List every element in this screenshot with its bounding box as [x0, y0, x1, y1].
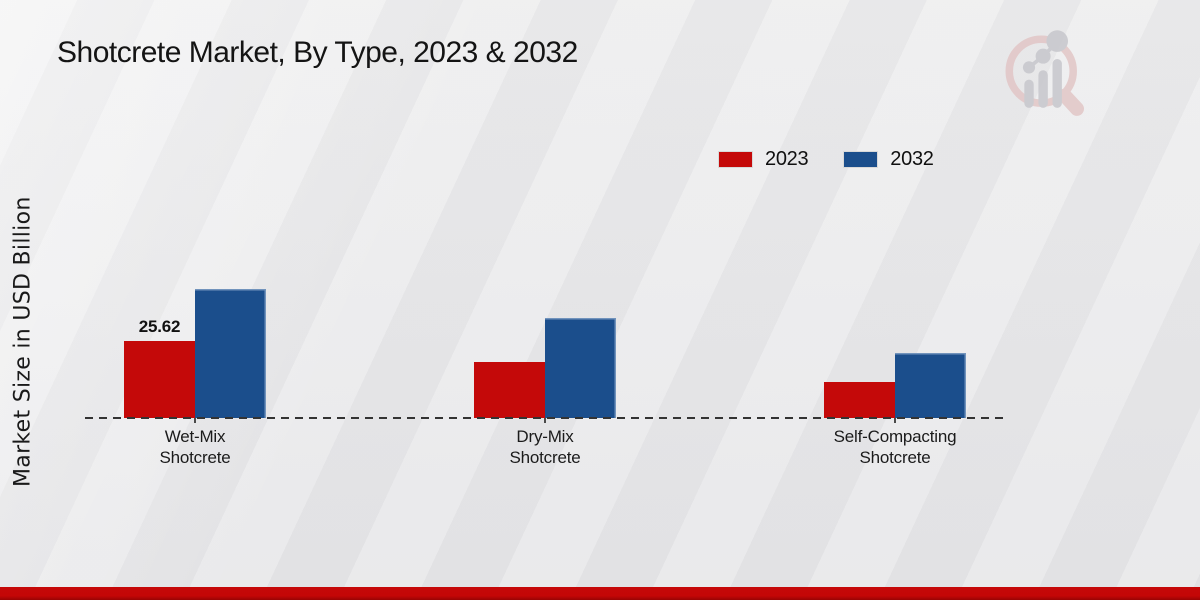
legend-label-2023: 2023: [765, 148, 809, 170]
legend-swatch-2023: [719, 152, 752, 167]
legend-item-2023: 2023: [719, 148, 809, 171]
bar-2023-dry-mix-shotcrete: [474, 362, 545, 418]
legend-swatch-2032: [844, 152, 878, 167]
value-label-2023-wet-mix-shotcrete: 25.62: [138, 317, 181, 336]
category-label-wet-mix-shotcrete: Wet-Mix Shotcrete: [159, 427, 231, 467]
bar-2023-wet-mix-shotcrete: [124, 341, 195, 418]
magnifier-bar-chart-logo-icon: [1005, 30, 1085, 116]
x-axis-tick-self-compacting-shotcrete: [894, 418, 896, 423]
chart-title: Shotcrete Market, By Type, 2023 & 2032: [57, 36, 578, 69]
legend: 2023 2032: [719, 148, 934, 171]
category-label-self-compacting-shotcrete: Self-Compacting Shotcrete: [833, 427, 957, 467]
bar-2032-dry-mix-shotcrete: [545, 318, 616, 418]
legend-label-2032: 2032: [890, 148, 934, 170]
y-axis-label: Market Size in USD Billion: [10, 196, 36, 488]
x-axis-baseline: [85, 417, 1005, 419]
plot-area: Wet-Mix Shotcrete Dry-Mix Shotcrete Self-C…: [85, 178, 1005, 467]
bar-2023-self-compacting-shotcrete: [824, 382, 895, 418]
category-label-dry-mix-shotcrete: Dry-Mix Shotcrete: [509, 427, 581, 467]
bar-2032-self-compacting-shotcrete: [895, 353, 966, 418]
x-axis-tick-dry-mix-shotcrete: [544, 418, 546, 423]
bottom-accent-bar: [0, 587, 1200, 600]
bar-2032-wet-mix-shotcrete: [195, 289, 266, 418]
legend-item-2032: 2032: [844, 148, 934, 171]
x-axis-tick-wet-mix-shotcrete: [194, 418, 196, 423]
